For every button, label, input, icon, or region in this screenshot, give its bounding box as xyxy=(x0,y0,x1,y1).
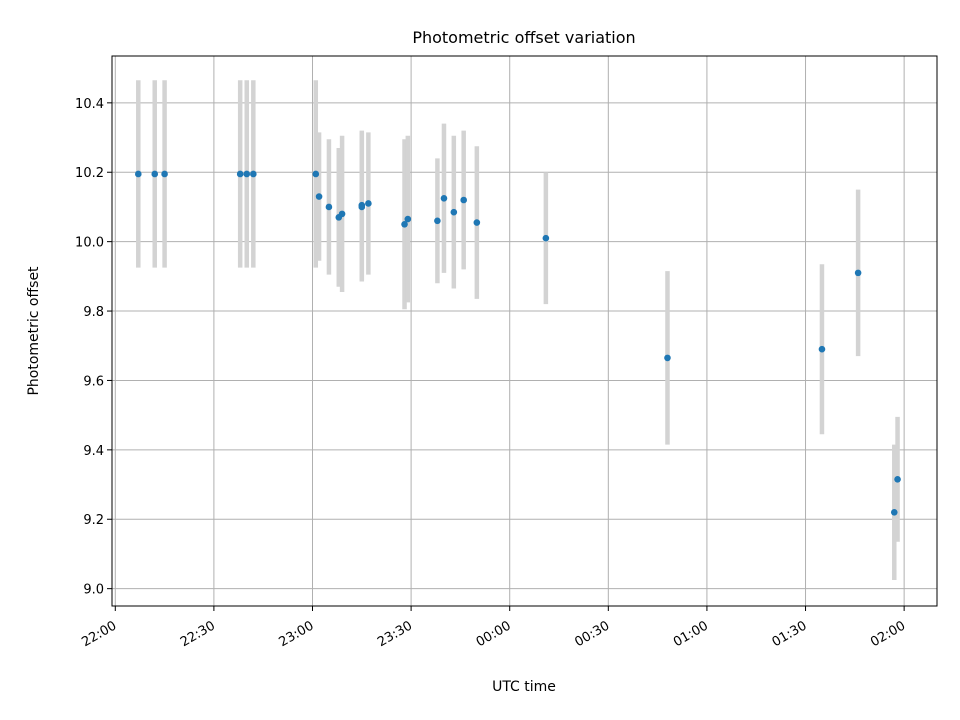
data-point xyxy=(315,193,323,200)
data-point xyxy=(434,217,441,225)
y-tick-label: 9.2 xyxy=(83,513,104,528)
data-point xyxy=(365,200,372,207)
data-point xyxy=(250,170,257,178)
y-tick-label: 10.0 xyxy=(75,236,104,251)
data-point xyxy=(236,170,244,178)
data-point xyxy=(894,476,901,483)
data-point xyxy=(338,210,346,218)
data-point xyxy=(440,194,448,202)
gridlines xyxy=(112,56,937,606)
y-tick-label: 9.8 xyxy=(83,305,104,320)
x-axis-label: UTC time xyxy=(492,679,556,695)
y-tick-label: 10.4 xyxy=(75,97,104,112)
chart-title: Photometric offset variation xyxy=(412,28,635,47)
data-point xyxy=(243,170,251,178)
plot-frame xyxy=(111,55,938,607)
data-point xyxy=(854,269,862,277)
data-point xyxy=(664,354,671,362)
data-point xyxy=(401,220,408,228)
data-point xyxy=(151,170,159,178)
data-point xyxy=(818,345,826,353)
y-tick-label: 10.2 xyxy=(75,166,104,181)
y-axis-label: Photometric offset xyxy=(26,266,42,396)
data-point xyxy=(134,170,142,178)
data-point xyxy=(358,203,366,211)
data-point xyxy=(890,509,898,516)
data-point xyxy=(325,203,333,211)
data-point xyxy=(450,208,458,216)
data-point xyxy=(161,170,168,178)
data-point xyxy=(312,170,320,178)
data-point xyxy=(460,196,467,204)
y-tick-label: 9.6 xyxy=(83,374,104,389)
y-tick-label: 9.0 xyxy=(83,583,104,598)
data-point xyxy=(542,234,550,242)
data-point xyxy=(404,215,412,223)
data-point xyxy=(473,219,481,226)
data-points xyxy=(134,170,901,516)
y-tick-label: 9.4 xyxy=(83,444,104,459)
y-axis-ticks: 9.0 9.2 9.4 9.6 9.8 10.0 10.2 10.4 xyxy=(75,97,112,598)
